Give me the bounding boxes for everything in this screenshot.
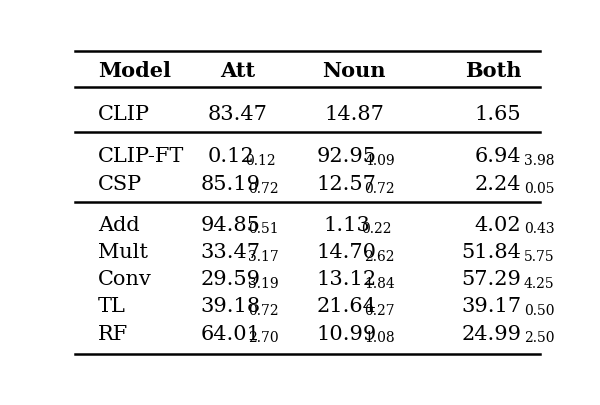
Text: 2.70: 2.70: [248, 330, 278, 344]
Text: 0.72: 0.72: [248, 303, 278, 317]
Text: 39.18: 39.18: [200, 297, 260, 315]
Text: Model: Model: [98, 60, 171, 81]
Text: 0.12: 0.12: [245, 153, 275, 167]
Text: CLIP-FT: CLIP-FT: [98, 147, 185, 166]
Text: 4.02: 4.02: [475, 215, 521, 234]
Text: 39.17: 39.17: [461, 297, 521, 315]
Text: Conv: Conv: [98, 270, 152, 288]
Text: 14.70: 14.70: [317, 243, 377, 261]
Text: 2.62: 2.62: [364, 249, 395, 263]
Text: 83.47: 83.47: [208, 104, 268, 124]
Text: 92.95: 92.95: [317, 147, 377, 166]
Text: 0.05: 0.05: [524, 181, 554, 195]
Text: 3.19: 3.19: [248, 276, 278, 290]
Text: 64.01: 64.01: [200, 324, 260, 343]
Text: 13.12: 13.12: [317, 270, 377, 288]
Text: 1.08: 1.08: [364, 330, 395, 344]
Text: Both: Both: [465, 60, 521, 81]
Text: 0.72: 0.72: [364, 181, 395, 195]
Text: 24.99: 24.99: [461, 324, 521, 343]
Text: 6.94: 6.94: [475, 147, 521, 166]
Text: 29.59: 29.59: [200, 270, 260, 288]
Text: 12.57: 12.57: [317, 175, 377, 194]
Text: 5.75: 5.75: [524, 249, 554, 263]
Text: 94.85: 94.85: [200, 215, 260, 234]
Text: 85.19: 85.19: [200, 175, 260, 194]
Text: 4.25: 4.25: [524, 276, 554, 290]
Text: 10.99: 10.99: [317, 324, 377, 343]
Text: Noun: Noun: [322, 60, 386, 81]
Text: CLIP: CLIP: [98, 104, 150, 124]
Text: 21.64: 21.64: [317, 297, 377, 315]
Text: 3.98: 3.98: [524, 153, 554, 167]
Text: 0.43: 0.43: [524, 222, 554, 236]
Text: 1.13: 1.13: [323, 215, 370, 234]
Text: 4.09: 4.09: [364, 153, 395, 167]
Text: 0.50: 0.50: [524, 303, 554, 317]
Text: 0.12: 0.12: [207, 147, 254, 166]
Text: 1.65: 1.65: [475, 104, 521, 124]
Text: 51.84: 51.84: [461, 243, 521, 261]
Text: 0.51: 0.51: [248, 222, 278, 236]
Text: 33.47: 33.47: [200, 243, 260, 261]
Text: RF: RF: [98, 324, 128, 343]
Text: TL: TL: [98, 297, 126, 315]
Text: 57.29: 57.29: [461, 270, 521, 288]
Text: 0.22: 0.22: [361, 222, 392, 236]
Text: 0.72: 0.72: [248, 181, 278, 195]
Text: 3.17: 3.17: [248, 249, 279, 263]
Text: Add: Add: [98, 215, 140, 234]
Text: 14.87: 14.87: [324, 104, 384, 124]
Text: 1.84: 1.84: [364, 276, 395, 290]
Text: Att: Att: [220, 60, 256, 81]
Text: 0.27: 0.27: [364, 303, 395, 317]
Text: 2.50: 2.50: [524, 330, 554, 344]
Text: 2.24: 2.24: [475, 175, 521, 194]
Text: Mult: Mult: [98, 243, 148, 261]
Text: CSP: CSP: [98, 175, 142, 194]
